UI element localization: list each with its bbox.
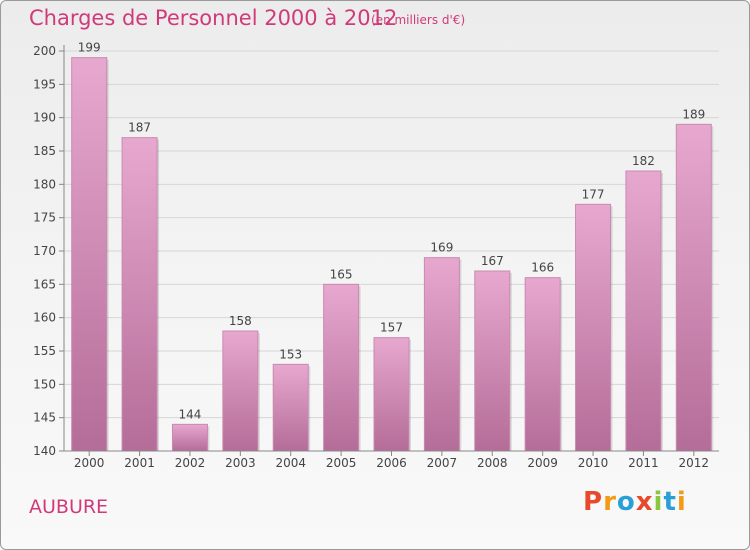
- y-tick-label: 190: [33, 111, 56, 125]
- y-tick-label: 175: [33, 211, 56, 225]
- y-tick-label: 185: [33, 144, 56, 158]
- bar-2012[interactable]: [675, 123, 712, 452]
- bar-2002[interactable]: [171, 423, 208, 452]
- logo-letter: i: [653, 487, 664, 517]
- chart-subtitle: (en milliers d'€): [371, 13, 466, 27]
- x-tick-label: 2002: [175, 456, 206, 470]
- data-label: 182: [632, 154, 655, 168]
- logo-letter: P: [583, 487, 604, 517]
- x-tick-label: 2011: [628, 456, 659, 470]
- data-label: 144: [179, 407, 202, 421]
- logo-letter: x: [635, 487, 654, 517]
- bar-2001[interactable]: [121, 137, 158, 452]
- logo-letter: r: [603, 487, 617, 517]
- bar-2005[interactable]: [323, 283, 360, 452]
- data-label: 169: [430, 241, 453, 255]
- proxiti-logo[interactable]: Proxiti: [583, 487, 687, 517]
- x-tick-label: 2009: [527, 456, 558, 470]
- bar-2004[interactable]: [272, 363, 309, 452]
- bar-2007[interactable]: [423, 257, 460, 452]
- x-tick-label: 2005: [326, 456, 357, 470]
- y-tick-label: 180: [33, 177, 56, 191]
- bar-2000[interactable]: [71, 57, 108, 452]
- x-tick-label: 2008: [477, 456, 508, 470]
- x-tick-label: 2012: [679, 456, 710, 470]
- data-label: 157: [380, 321, 403, 335]
- y-tick-label: 165: [33, 277, 56, 291]
- bar-2011[interactable]: [625, 170, 662, 452]
- y-tick-label: 195: [33, 77, 56, 91]
- data-label: 187: [128, 121, 151, 135]
- data-label: 199: [78, 41, 101, 55]
- axes: [59, 45, 719, 456]
- data-label: 165: [330, 267, 353, 281]
- bar-2003[interactable]: [222, 330, 259, 452]
- x-tick-label: 2007: [427, 456, 458, 470]
- data-label: 153: [279, 347, 302, 361]
- logo-letter: i: [676, 487, 687, 517]
- y-tick-label: 155: [33, 344, 56, 358]
- logo-letter: t: [663, 487, 677, 517]
- commune-name: AUBURE: [29, 496, 109, 518]
- x-tick-label: 2004: [275, 456, 306, 470]
- y-tick-label: 140: [33, 444, 56, 458]
- x-tick-label: 2010: [578, 456, 609, 470]
- y-tick-label: 160: [33, 311, 56, 325]
- data-label: 167: [481, 254, 504, 268]
- chart-title: Charges de Personnel 2000 à 2012: [29, 6, 398, 30]
- bar-2008[interactable]: [474, 270, 511, 452]
- data-label: 158: [229, 314, 252, 328]
- y-tick-label: 150: [33, 377, 56, 391]
- x-tick-label: 2003: [225, 456, 256, 470]
- x-tick-label: 2006: [376, 456, 407, 470]
- data-label: 166: [531, 261, 554, 275]
- y-tick-label: 145: [33, 411, 56, 425]
- data-label: 177: [582, 187, 605, 201]
- y-tick-label: 200: [33, 44, 56, 58]
- x-tick-label: 2001: [124, 456, 155, 470]
- bars: [71, 57, 714, 452]
- data-label: 189: [682, 107, 705, 121]
- y-tick-label: 170: [33, 244, 56, 258]
- bar-2010[interactable]: [575, 203, 612, 452]
- x-tick-label: 2000: [74, 456, 105, 470]
- logo-letter: o: [616, 487, 636, 517]
- bar-2009[interactable]: [524, 277, 561, 452]
- bar-2006[interactable]: [373, 337, 410, 452]
